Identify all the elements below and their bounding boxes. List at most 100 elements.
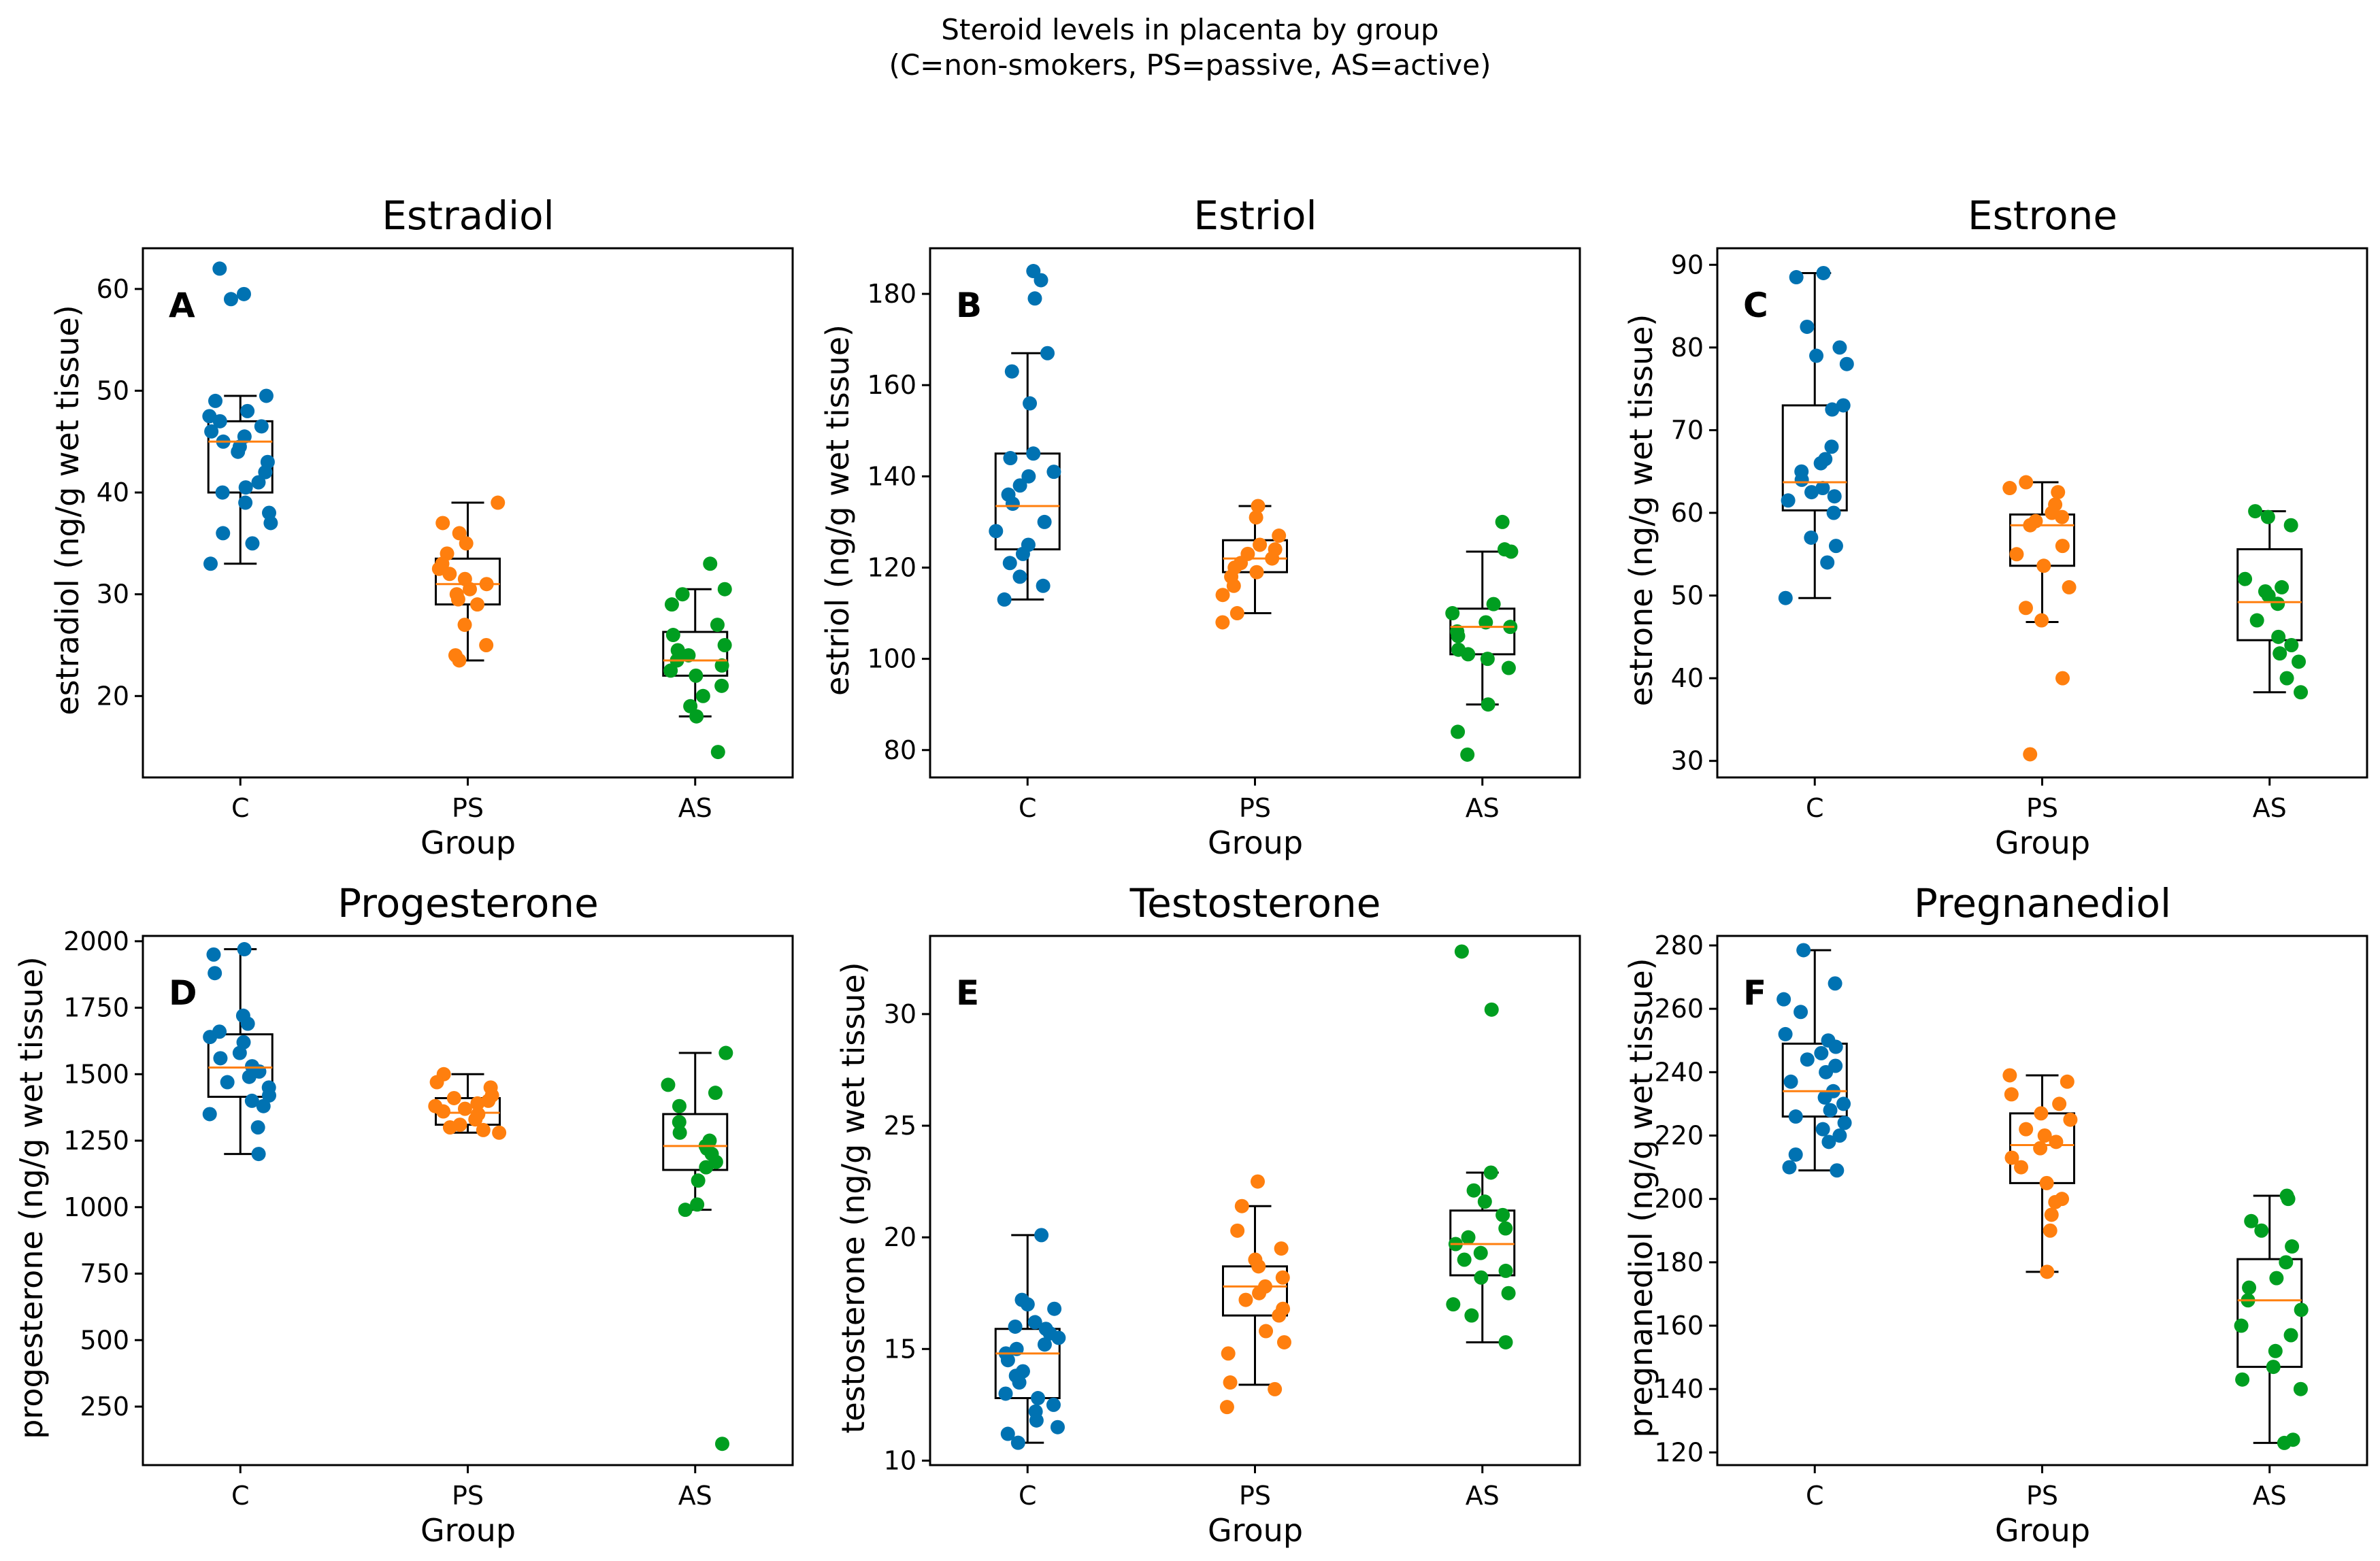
y-tick-label: 260 (1654, 994, 1704, 1024)
data-point-as (1495, 1207, 1510, 1222)
data-point-c (1821, 1135, 1836, 1149)
data-point-c (1837, 1115, 1852, 1130)
data-point-c (1804, 485, 1819, 500)
y-tick-label: 140 (867, 461, 916, 491)
data-point-as (661, 1077, 676, 1092)
box-c (1781, 404, 1848, 511)
panel-title: Pregnanediol (1914, 880, 2171, 926)
data-point-c (208, 966, 222, 981)
data-point-ps (479, 638, 494, 652)
data-point-c (1000, 1426, 1015, 1441)
data-point-c (1036, 578, 1051, 593)
data-point-c (254, 419, 269, 434)
data-point-c (1827, 489, 1842, 504)
data-point-c (238, 480, 253, 495)
data-point-ps (2004, 1087, 2019, 1102)
y-tick-label: 120 (867, 552, 916, 582)
y-tick-label: 280 (1654, 930, 1704, 960)
data-point-ps (2034, 613, 2049, 628)
x-axis-label: Group (1208, 1512, 1303, 1549)
data-point-ps (492, 1125, 507, 1140)
data-point-ps (2062, 580, 2077, 594)
data-point-c (1008, 1319, 1023, 1334)
data-point-as (2270, 597, 2285, 611)
data-point-c (1020, 1297, 1035, 1312)
data-point-ps (1275, 1270, 1290, 1285)
data-point-as (1481, 697, 1495, 712)
data-point-c (1050, 1420, 1065, 1434)
axes-frame (929, 935, 1581, 1466)
data-point-c (1021, 469, 1036, 484)
data-point-c (1828, 1039, 1843, 1054)
data-point-as (1486, 597, 1501, 611)
data-point-c (251, 1147, 266, 1162)
data-point-as (2244, 1213, 2259, 1228)
data-point-as (689, 709, 704, 724)
data-point-c (989, 524, 1004, 539)
panel-e: Testosterone testosterone (ng/g wet tiss… (835, 880, 1581, 1549)
data-point-as (675, 587, 690, 602)
data-point-as (2268, 1343, 2283, 1358)
y-tick-label: 750 (80, 1259, 129, 1289)
x-tick-label: PS (1239, 793, 1271, 823)
data-point-as (2269, 1271, 2284, 1286)
x-axis-label: Group (1995, 1512, 2090, 1549)
data-point-as (1454, 944, 1469, 959)
suptitle-line-1: Steroid levels in placenta by group (941, 13, 1438, 46)
panel-d: Progesterone progesterone (ng/g wet tiss… (13, 880, 794, 1549)
data-point-ps (1252, 1286, 1267, 1300)
data-point-as (1480, 652, 1495, 667)
data-point-c (1828, 976, 1842, 991)
data-point-as (1451, 628, 1466, 643)
data-point-c (1004, 364, 1019, 379)
y-tick-label: 30 (884, 999, 916, 1029)
data-point-ps (1259, 1324, 1274, 1339)
y-tick-label: 160 (867, 370, 916, 400)
data-point-as (2272, 646, 2287, 661)
y-axis-label: pregnanediol (ng/g wet tissue) (1623, 958, 1659, 1437)
data-point-as (663, 663, 678, 678)
data-point-ps (1230, 1223, 1245, 1238)
panel-letter: B (956, 286, 982, 325)
x-tick-label: AS (2253, 793, 2287, 823)
data-point-c (212, 414, 227, 429)
x-tick-label: AS (2253, 1481, 2287, 1511)
data-point-c (1813, 456, 1828, 471)
data-point-ps (1251, 499, 1266, 514)
data-point-c (1783, 1074, 1798, 1089)
data-point-ps (481, 1093, 496, 1108)
box-as (662, 1113, 729, 1171)
y-tick-label: 1250 (63, 1126, 129, 1156)
data-point-ps (1251, 1174, 1266, 1189)
data-point-ps (1249, 565, 1264, 580)
y-tick-label: 40 (1671, 663, 1704, 693)
data-point-ps (463, 582, 478, 597)
data-point-ps (1249, 510, 1263, 525)
y-axis-label: estriol (ng/g wet tissue) (819, 324, 856, 696)
x-tick-label: PS (452, 793, 484, 823)
data-point-ps (1272, 1308, 1287, 1323)
data-point-ps (2048, 1194, 2063, 1209)
data-point-c (1832, 340, 1847, 355)
x-tick-label: AS (1466, 793, 1500, 823)
plot-area: 10 15 20 25 30 C PS AS (884, 944, 1516, 1511)
box-ps (435, 557, 501, 606)
data-point-c (203, 556, 218, 571)
data-point-ps (429, 1075, 444, 1090)
data-point-as (2234, 1318, 2249, 1333)
data-point-as (1461, 1230, 1476, 1245)
data-point-as (2294, 1303, 2309, 1317)
box-as (2236, 548, 2303, 641)
data-point-as (672, 1098, 687, 1113)
data-point-as (2279, 1255, 2294, 1270)
x-axis-label: Group (1995, 824, 2090, 861)
data-point-ps (1276, 1335, 1291, 1349)
data-point-as (1483, 1165, 1498, 1180)
data-point-c (1037, 1337, 1052, 1352)
data-point-c (1825, 402, 1840, 417)
panel-title: Estriol (1193, 192, 1317, 239)
data-point-ps (1268, 1381, 1283, 1396)
data-point-ps (2018, 601, 2033, 616)
plot-area: 250 500 750 1000 1250 1500 1750 2000 C PS AS (63, 926, 733, 1511)
data-point-c (216, 526, 231, 541)
